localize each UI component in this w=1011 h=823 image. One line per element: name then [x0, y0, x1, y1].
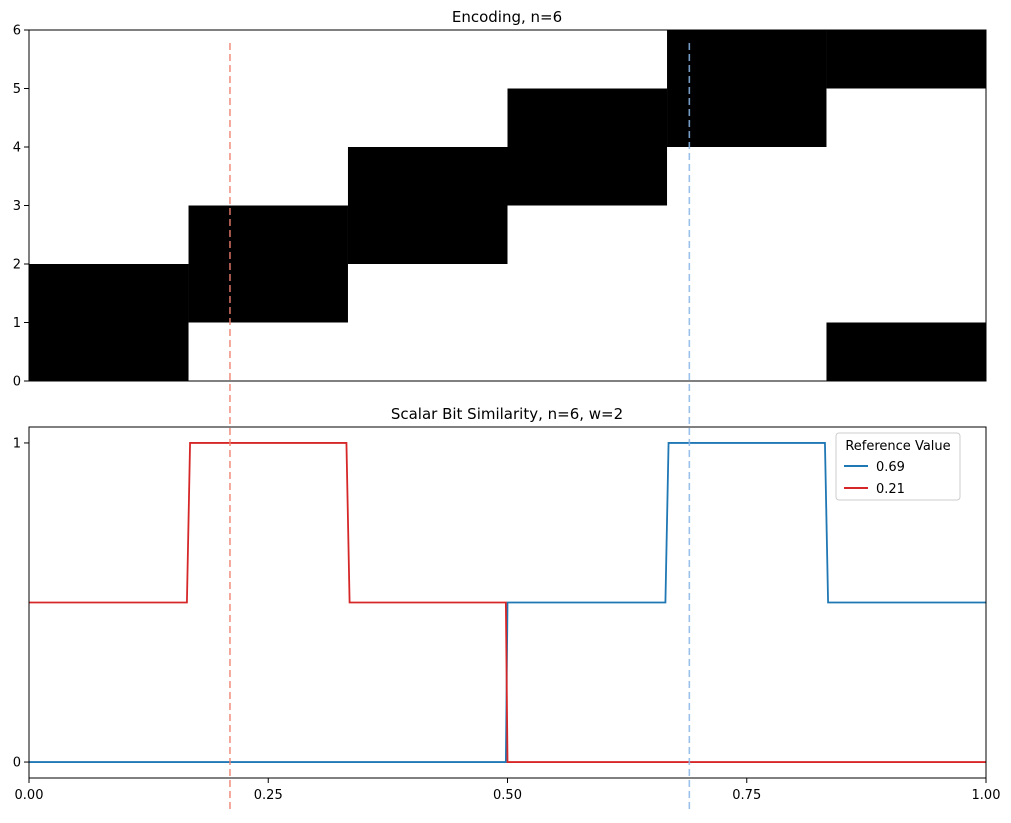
similarity-x-tick-label-0: 0.00: [15, 788, 44, 803]
encoding-y-tick-label-5: 5: [13, 82, 21, 97]
encoding-y-tick-label-4: 4: [13, 141, 21, 156]
encoding-y-tick-label-1: 1: [13, 316, 21, 331]
encoding-cell-6: [826, 322, 986, 381]
legend-label-series-1: 0.21: [876, 482, 905, 497]
encoding-cells: [29, 30, 986, 381]
similarity-x-tick-label-4: 1.00: [972, 788, 1001, 803]
legend: Reference Value 0.69 0.21: [835, 432, 961, 501]
encoding-cell-2: [347, 147, 508, 264]
reference-lines: [229, 43, 691, 813]
legend-title: Reference Value: [845, 439, 950, 454]
legend-box: [835, 432, 961, 501]
series-line-0: [29, 442, 986, 763]
encoding-y-tick-label-2: 2: [13, 258, 21, 273]
legend-label-series-0: 0.69: [876, 460, 905, 475]
encoding-cell-1: [188, 205, 348, 323]
similarity-y-tick-label-0: 0: [13, 756, 21, 771]
encoding-y-tick-label-0: 0: [13, 375, 21, 390]
encoding-cell-0: [29, 264, 189, 381]
encoding-cell-4: [667, 30, 827, 147]
encoding-title: Encoding, n=6: [452, 8, 562, 26]
encoding-y-tick-label-6: 6: [13, 24, 21, 39]
series-line-1: [29, 442, 986, 763]
encoding-cell-5: [826, 30, 986, 89]
similarity-x-tick-label-3: 0.75: [732, 788, 761, 803]
similarity-lines: [29, 442, 986, 763]
encoding-y-tick-label-3: 3: [13, 199, 21, 214]
similarity-y-ticks: 01: [13, 436, 29, 771]
similarity-x-tick-label-2: 0.50: [493, 788, 522, 803]
encoding-panel: Encoding, n=6 0 1 2 3 4 5 6: [13, 8, 987, 390]
similarity-x-ticks: 0.00 0.25 0.50 0.75 1.00: [15, 778, 1001, 803]
similarity-y-tick-label-1: 1: [13, 436, 21, 451]
similarity-title: Scalar Bit Similarity, n=6, w=2: [391, 405, 623, 423]
encoding-y-ticks: 0 1 2 3 4 5 6: [13, 24, 29, 390]
similarity-panel: Scalar Bit Similarity, n=6, w=2 01 0.00 0…: [13, 405, 1001, 803]
encoding-cell-3: [507, 88, 668, 206]
similarity-x-tick-label-1: 0.25: [254, 788, 283, 803]
